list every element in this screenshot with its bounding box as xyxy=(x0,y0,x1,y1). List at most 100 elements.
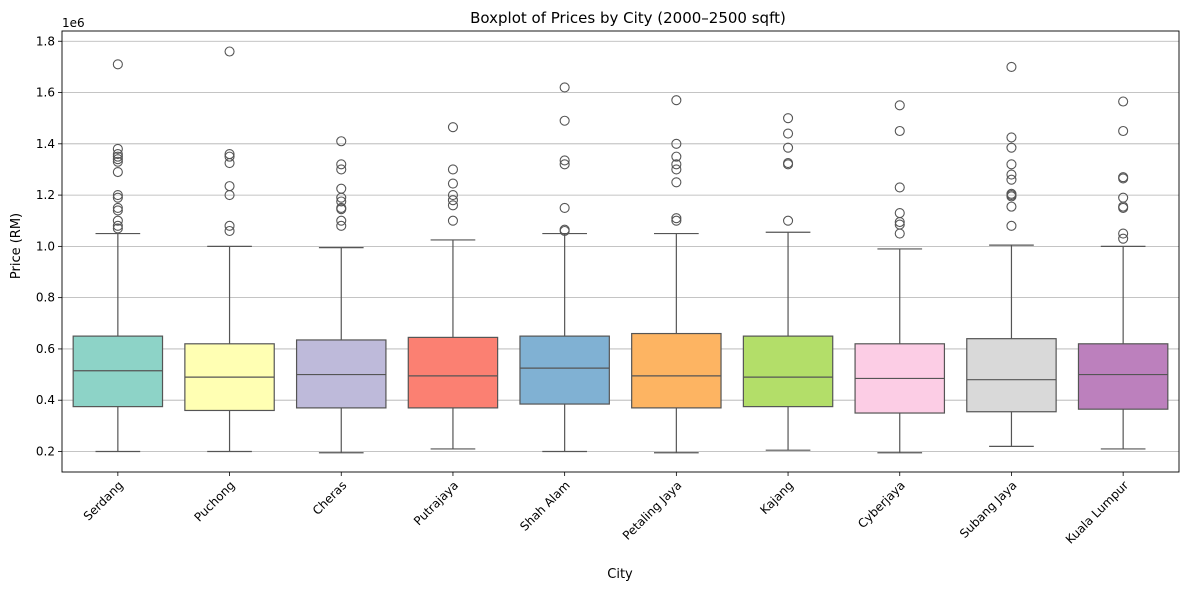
outlier-point xyxy=(782,113,794,124)
y-tick-label: 1.6 xyxy=(36,86,55,100)
outlier-point xyxy=(112,59,123,70)
outlier-point xyxy=(112,166,123,178)
outlier-point xyxy=(559,224,570,235)
y-tick-label: 1.8 xyxy=(36,34,55,48)
outlier-point xyxy=(112,192,123,203)
outlier-point xyxy=(671,213,682,224)
outlier-point xyxy=(447,215,459,226)
outlier-point xyxy=(224,149,235,160)
outlier-point xyxy=(336,215,347,226)
outlier-point xyxy=(559,202,570,213)
outlier-point xyxy=(894,219,905,230)
outlier-point xyxy=(782,215,794,226)
plot-frame xyxy=(61,30,1180,473)
iqr-box xyxy=(631,332,722,409)
y-tick-label: 1.0 xyxy=(36,239,55,253)
outlier-point xyxy=(336,164,347,175)
y-tick-label: 0.6 xyxy=(36,342,55,356)
outlier-point xyxy=(1118,228,1129,239)
outlier-point xyxy=(559,115,570,126)
outlier-point xyxy=(224,181,235,192)
box-series xyxy=(72,46,1169,454)
outlier-point xyxy=(224,225,235,237)
box-group-kajang xyxy=(742,113,834,451)
outlier-point xyxy=(1118,172,1129,183)
outlier-point xyxy=(671,138,682,149)
outlier-point xyxy=(1006,188,1017,199)
x-axis-label: City xyxy=(607,567,633,582)
outlier-point xyxy=(1006,174,1017,185)
outlier-point xyxy=(112,156,123,167)
box-group-petaling-jaya xyxy=(631,95,722,454)
y-scale-offset-label: 1e6 xyxy=(62,16,85,30)
outlier-point xyxy=(336,183,347,194)
outlier-point xyxy=(671,159,682,170)
outlier-point xyxy=(782,142,794,153)
outlier-point xyxy=(112,223,123,234)
iqr-box xyxy=(72,335,164,408)
y-tick-label: 0.8 xyxy=(36,291,55,305)
outlier-point xyxy=(1118,233,1129,244)
outlier-point xyxy=(447,190,459,201)
outlier-point xyxy=(782,157,794,169)
outlier-point xyxy=(671,151,682,162)
outlier-point xyxy=(1006,132,1017,143)
outlier-point xyxy=(447,200,459,211)
outlier-point xyxy=(894,207,905,219)
outlier-point xyxy=(559,159,570,170)
outlier-point xyxy=(894,125,905,137)
box-group-serdang xyxy=(72,59,164,453)
outlier-point xyxy=(112,215,123,226)
y-tick-label: 0.2 xyxy=(36,444,55,458)
box-group-puchong xyxy=(184,46,275,453)
outlier-point xyxy=(1118,96,1129,107)
y-axis-label: Price (RM) xyxy=(9,213,24,279)
outlier-point xyxy=(112,220,123,231)
outlier-point xyxy=(336,202,347,213)
iqr-box xyxy=(295,339,387,409)
outlier-point xyxy=(1006,201,1017,212)
outlier-point xyxy=(224,151,235,162)
outlier-point xyxy=(112,202,123,213)
outlier-point xyxy=(224,46,235,57)
outlier-point xyxy=(112,205,123,216)
outlier-point xyxy=(559,155,570,166)
outlier-point xyxy=(1006,159,1017,170)
outlier-point xyxy=(1006,220,1017,231)
iqr-box xyxy=(742,335,834,408)
box-group-subang-jaya xyxy=(966,61,1057,447)
y-tick-label: 0.4 xyxy=(36,393,55,407)
box-group-cyberjaya xyxy=(854,100,946,454)
outlier-point xyxy=(447,164,459,175)
outlier-point xyxy=(1118,192,1129,203)
outlier-point xyxy=(782,128,794,139)
outlier-point xyxy=(1118,125,1129,137)
outlier-point xyxy=(447,195,459,206)
outlier-point xyxy=(1006,61,1017,72)
iqr-box xyxy=(966,338,1057,413)
outlier-point xyxy=(112,154,123,165)
outlier-point xyxy=(894,100,905,111)
outlier-point xyxy=(1006,169,1017,180)
box-group-shah-alam xyxy=(519,82,610,453)
outlier-point xyxy=(336,220,347,231)
outlier-point xyxy=(447,122,459,133)
outlier-point xyxy=(894,182,905,193)
iqr-box xyxy=(1077,343,1169,410)
box-group-cheras xyxy=(295,136,387,454)
outlier-point xyxy=(112,190,123,201)
outlier-point xyxy=(112,151,123,162)
outlier-point xyxy=(336,196,347,207)
box-group-putrajaya xyxy=(407,122,499,450)
outlier-point xyxy=(112,149,123,160)
outlier-point xyxy=(671,177,682,188)
iqr-box xyxy=(407,336,499,409)
outlier-point xyxy=(447,178,459,189)
outlier-point xyxy=(112,143,123,154)
outlier-point xyxy=(224,220,235,231)
outlier-point xyxy=(1006,142,1017,153)
chart-title: Boxplot of Prices by City (2000–2500 sqf… xyxy=(470,9,786,27)
outlier-point xyxy=(671,215,682,226)
